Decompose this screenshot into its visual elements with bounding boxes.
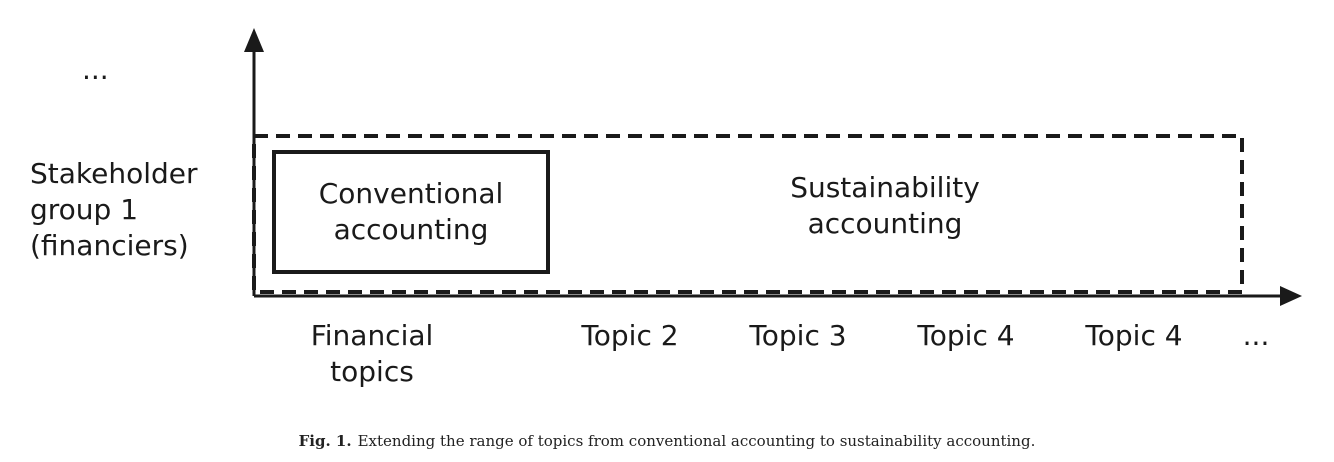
y-label-line-1: Stakeholder — [30, 157, 198, 190]
x-tick-topic-2: Topic 2 — [560, 318, 700, 354]
x-tick-topic-4b-text: Topic 4 — [1085, 319, 1183, 352]
y-label-line-3: (financiers) — [30, 229, 189, 262]
sustainability-line-1: Sustainability — [790, 171, 980, 204]
x-tick-topic-3: Topic 3 — [728, 318, 868, 354]
figure-caption: Fig. 1. Extending the range of topics fro… — [0, 432, 1334, 450]
y-axis-arrowhead — [244, 28, 264, 52]
x-tick-ellipsis: ... — [1226, 318, 1286, 354]
x-tick-topic-4a: Topic 4 — [896, 318, 1036, 354]
x-axis-arrowhead — [1280, 286, 1302, 306]
y-label-line-2: group 1 — [30, 193, 139, 226]
x-tick-topic-4b: Topic 4 — [1064, 318, 1204, 354]
caption-text: Extending the range of topics from conve… — [357, 432, 1036, 450]
y-axis-ellipsis: ... — [82, 53, 109, 86]
sustainability-line-2: accounting — [807, 207, 963, 240]
x-tick-ellipsis-text: ... — [1242, 319, 1270, 352]
caption-label: Fig. 1. — [298, 432, 352, 450]
y-axis-label: Stakeholder group 1 (financiers) — [30, 156, 240, 264]
x-tick-topic-4a-text: Topic 4 — [917, 319, 1015, 352]
sustainability-accounting-label: Sustainability accounting — [760, 170, 1010, 242]
conventional-accounting-box: Conventional accounting — [272, 150, 550, 274]
x-tick-financial-line-2: topics — [330, 355, 414, 388]
conventional-line-1: Conventional — [318, 177, 504, 210]
x-tick-financial-topics: Financial topics — [292, 318, 452, 390]
x-tick-topic-2-text: Topic 2 — [581, 319, 679, 352]
x-tick-financial-line-1: Financial — [310, 319, 434, 352]
x-tick-topic-3-text: Topic 3 — [749, 319, 847, 352]
conventional-line-2: accounting — [333, 213, 489, 246]
sustainability-dashed-boundary — [252, 134, 1244, 294]
